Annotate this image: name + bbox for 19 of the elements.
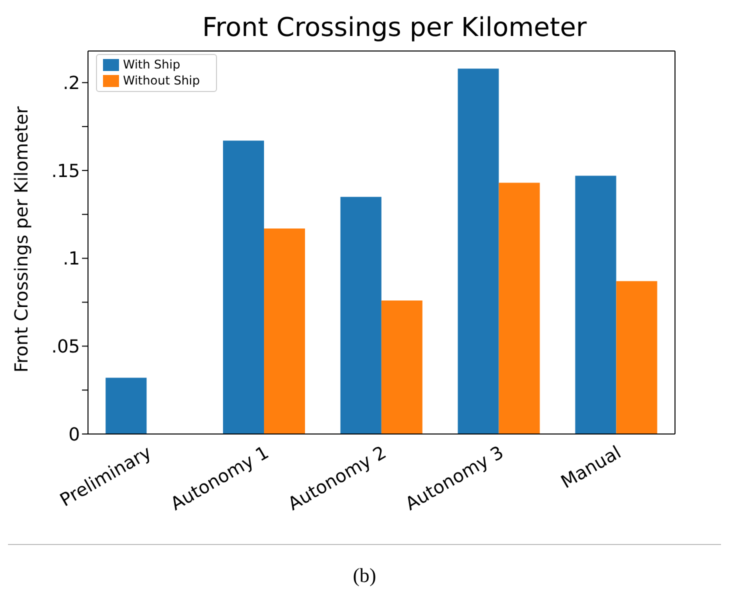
legend-label: With Ship — [123, 57, 180, 72]
chart-title: Front Crossings per Kilometer — [201, 12, 588, 45]
bar — [616, 281, 658, 434]
y-tick-label: .1 — [62, 248, 80, 270]
y-axis-title: Front Crossings per Kilometer — [11, 106, 32, 372]
bar — [340, 196, 382, 434]
bar — [106, 378, 147, 434]
bar — [223, 140, 264, 434]
bar — [498, 182, 540, 434]
bar — [381, 300, 422, 434]
y-tick-label: .15 — [51, 160, 80, 182]
bar — [575, 176, 616, 434]
y-tick-label: .2 — [62, 73, 80, 94]
legend-label: Without Ship — [123, 73, 200, 88]
y-tick-label: 0 — [68, 424, 80, 446]
text: (b) — [352, 565, 378, 588]
y-tick-label: .05 — [51, 336, 80, 358]
bar — [458, 68, 499, 434]
bar — [264, 228, 306, 434]
